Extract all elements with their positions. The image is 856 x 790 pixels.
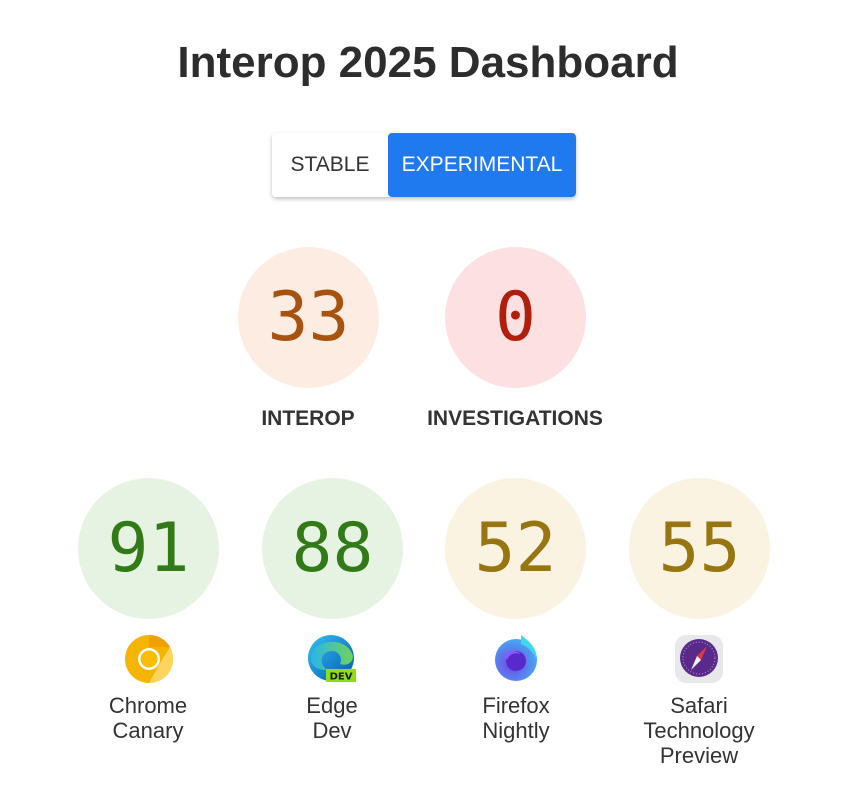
stable-button[interactable]: STABLE <box>272 133 388 197</box>
page-title: Interop 2025 Dashboard <box>177 38 679 87</box>
chrome-canary-icon <box>125 634 174 684</box>
safari-tp-label: Safari Technology Preview <box>643 693 755 768</box>
firefox-nightly-label: Firefox Nightly <box>482 693 550 743</box>
safari-tp-score: 55 <box>629 478 770 619</box>
chrome-canary-label: Chrome Canary <box>108 693 188 743</box>
safari-technology-preview-icon <box>675 635 723 683</box>
chrome-canary-score: 91 <box>78 478 219 619</box>
investigations-label: INVESTIGATIONS <box>427 407 603 430</box>
experimental-button[interactable]: EXPERIMENTAL <box>388 133 576 197</box>
edge-dev-score: 88 <box>262 478 403 619</box>
firefox-nightly-score: 52 <box>445 478 586 619</box>
edge-dev-badge: DEV <box>330 672 353 683</box>
edge-dev-icon: DEV <box>308 635 356 683</box>
interop-score: 33 <box>238 247 379 388</box>
interop-label: INTEROP <box>261 407 355 430</box>
channel-toggle: STABLE EXPERIMENTAL <box>272 133 576 197</box>
edge-dev-label: Edge Dev <box>306 693 358 743</box>
investigations-score: 0 <box>445 247 586 388</box>
firefox-nightly-icon <box>495 635 537 681</box>
